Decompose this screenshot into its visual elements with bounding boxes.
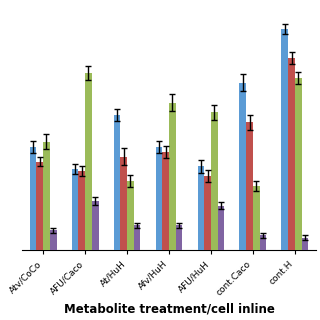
Bar (36, 162, 43, 250)
Bar (162, 152, 169, 250)
X-axis label: Metabolite treatment/cell inline: Metabolite treatment/cell inline (64, 303, 275, 316)
Bar (85, 73, 92, 250)
Bar (156, 147, 162, 250)
Bar (301, 238, 308, 250)
Bar (239, 83, 246, 250)
Bar (72, 169, 78, 250)
Bar (120, 156, 127, 250)
Bar (211, 112, 218, 250)
Bar (169, 102, 176, 250)
Bar (218, 206, 224, 250)
Bar (288, 58, 295, 250)
Bar (204, 176, 211, 250)
Bar (176, 226, 182, 250)
Bar (92, 201, 99, 250)
Bar (246, 122, 253, 250)
Bar (50, 230, 57, 250)
Bar (114, 115, 120, 250)
Bar (295, 78, 301, 250)
Bar (197, 166, 204, 250)
Bar (134, 226, 140, 250)
Bar (127, 181, 134, 250)
Bar (253, 186, 260, 250)
Bar (43, 142, 50, 250)
Bar (260, 235, 266, 250)
Bar (281, 29, 288, 250)
Bar (78, 172, 85, 250)
Bar (30, 147, 36, 250)
